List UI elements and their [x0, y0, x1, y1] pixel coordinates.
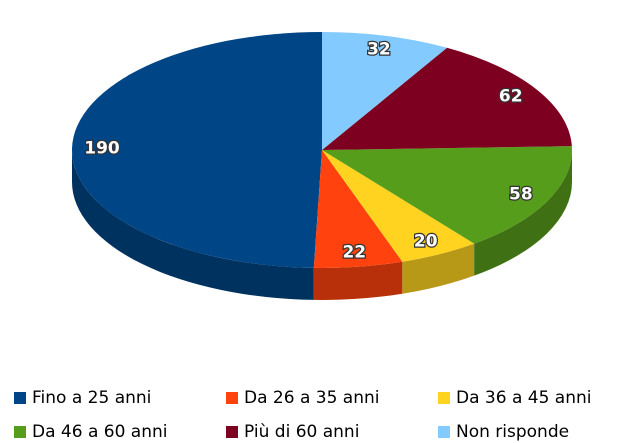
data-label: 22 [342, 243, 366, 263]
data-label: 20 [414, 232, 438, 252]
slice [313, 150, 403, 269]
data-label: 58 [509, 184, 533, 204]
data-label: 62 [499, 87, 523, 107]
legend-label: Fino a 25 anni [32, 388, 151, 408]
legend-swatch [438, 392, 450, 404]
legend-label: Più di 60 anni [244, 422, 359, 442]
slice [322, 150, 475, 262]
slice-side [72, 150, 314, 300]
slice-side [402, 243, 475, 294]
legend-label: Non risponde [456, 422, 569, 442]
legend-label: Da 46 a 60 anni [32, 422, 168, 442]
legend-swatch [438, 426, 450, 438]
slice-side [313, 261, 403, 300]
data-label: 32 [367, 40, 391, 60]
legend-label: Da 36 a 45 anni [456, 388, 592, 408]
slice-side [474, 150, 572, 276]
legend-label: Da 26 a 35 anni [244, 388, 380, 408]
legend-swatch [226, 392, 238, 404]
slice [322, 32, 447, 150]
legend-swatch [226, 426, 238, 438]
slice [71, 32, 323, 268]
slice [322, 47, 572, 150]
legend-swatch [14, 426, 26, 438]
legend-swatch [14, 392, 26, 404]
slice [322, 146, 572, 244]
data-label: 190 [84, 138, 120, 158]
